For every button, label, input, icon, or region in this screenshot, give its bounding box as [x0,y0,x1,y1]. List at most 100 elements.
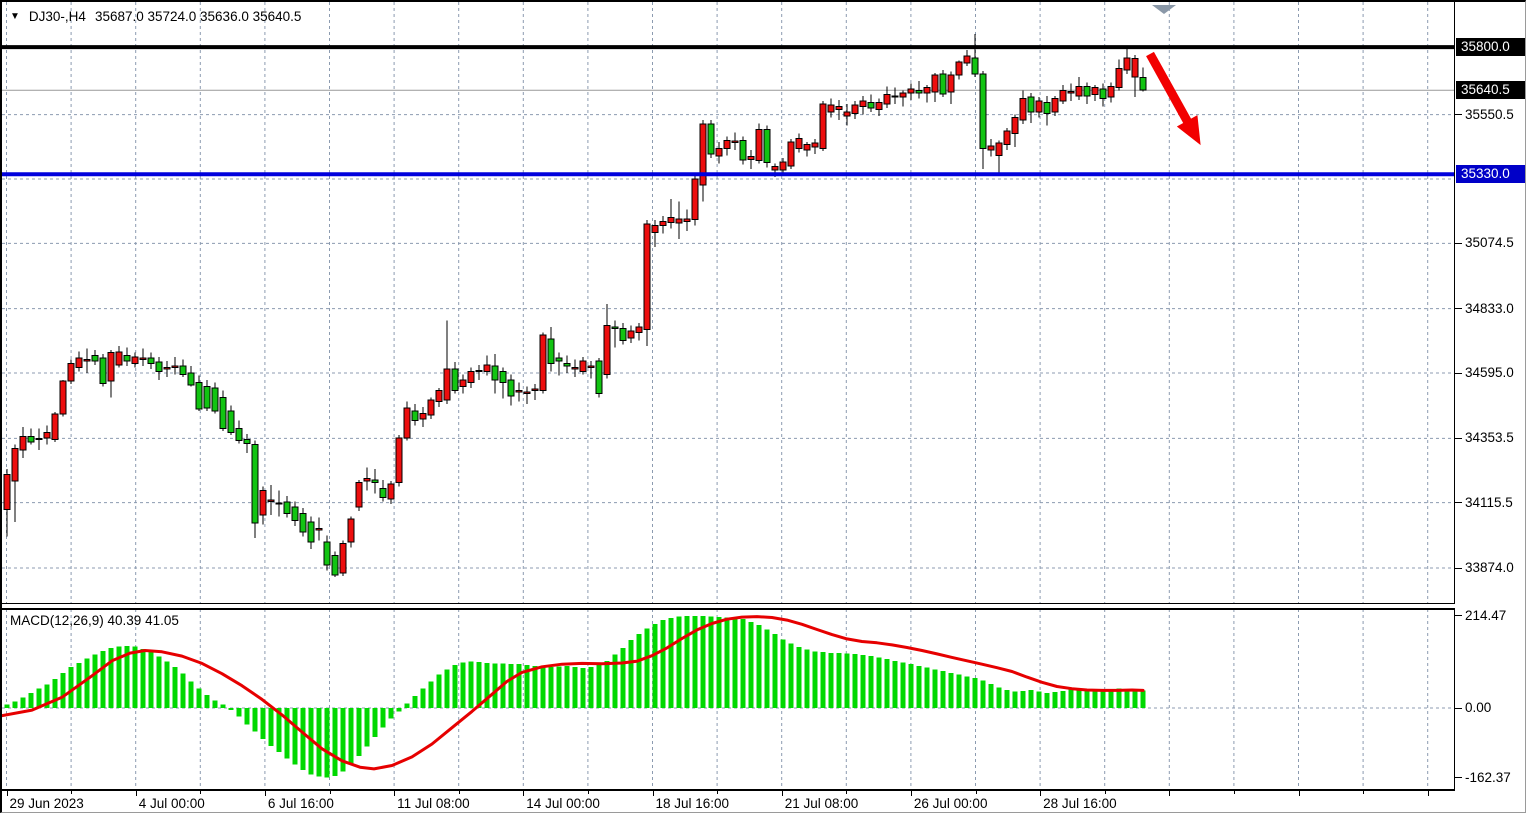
macd-bar [68,667,74,708]
macd-bar [212,700,218,708]
candle-body [267,499,275,502]
macd-bar [1076,688,1082,708]
price-tick-mark [1455,308,1462,310]
macd-bar [316,708,322,777]
macd-bar [812,651,818,708]
macd-bar [548,666,554,708]
candle-body [843,111,851,117]
candle-body [475,369,483,373]
macd-bar [636,634,642,708]
time-tick-mark [458,791,460,794]
candle-body [851,104,859,114]
macd-bar [556,666,562,708]
macd-bar [1108,689,1114,708]
macd-bar [748,622,754,708]
macd-bar [604,660,610,708]
macd-value-axis[interactable]: 214.47 0.00 -162.37 [1454,608,1525,791]
macd-bar [340,708,346,772]
candle-body [291,506,299,521]
candle-body [347,518,355,543]
candle-body [659,221,667,227]
price-tick-mark [1455,242,1462,244]
macd-bar [356,708,362,757]
macd-bar [1004,689,1010,708]
candle-body [227,410,235,434]
candle-body [683,218,691,223]
macd-bar [580,668,586,708]
macd-panel[interactable] [2,609,1454,789]
candle-body [307,521,315,543]
candle-body [667,216,675,223]
macd-bar [612,654,618,708]
sell-trend-arrow[interactable] [1146,51,1201,146]
macd-bar [492,663,498,708]
macd-bar [996,687,1002,708]
macd-bar [428,681,434,708]
main-chart-canvas[interactable] [2,2,1454,603]
time-tick-mark [1169,791,1171,796]
candle-body [691,178,699,221]
time-tick-label: 6 Jul 16:00 [267,796,334,811]
time-tick-mark [587,791,589,794]
candle-body [467,371,475,383]
candle-body [867,102,875,109]
macd-tick-mark [1455,777,1462,779]
panel-splitter[interactable] [2,603,1455,609]
macd-bar [1140,690,1146,708]
candle-body [235,427,243,442]
time-axis[interactable]: 29 Jun 2023 4 Jul 00:00 6 Jul 16:00 11 Jul … [2,791,1454,812]
time-tick-mark [1298,791,1300,796]
candle-body [531,388,539,392]
macd-bar [940,671,946,708]
macd-bar [172,667,178,708]
macd-bar [1092,690,1098,708]
candle-body [771,166,779,171]
macd-bar [1084,689,1090,708]
macd-bar [532,665,538,708]
macd-bar [700,616,706,708]
macd-canvas[interactable] [2,609,1454,789]
price-tick-mark [1455,372,1462,374]
chart-bottom-border [2,789,1455,791]
chart-shift-marker-icon[interactable] [1152,5,1176,14]
candle-body [811,142,819,148]
candle-body [1043,102,1051,114]
price-tick-label: 33874.0 [1465,560,1514,575]
price-axis[interactable]: 35550.5 35074.5 34833.0 34595.0 34353.5 34115… [1454,2,1525,604]
candle-body [1115,68,1123,89]
time-tick-label: 21 Jul 08:00 [784,796,859,811]
macd-histogram [4,615,1146,778]
macd-bar [1028,689,1034,708]
macd-bar [644,628,650,708]
macd-bar [284,708,290,759]
candle-body [747,156,755,160]
candle-body [1067,91,1075,94]
one-click-trading-toggle[interactable]: ▼ [10,10,20,22]
time-tick-mark [910,791,912,796]
macd-bar [876,657,882,708]
macd-bar [460,662,466,708]
candle-body [859,100,867,108]
macd-indicator-label: MACD(12,26,9) 40.39 41.05 [10,613,179,628]
candle-body [1003,130,1011,145]
time-tick-label: 28 Jul 16:00 [1043,796,1117,811]
candle-body [67,363,75,382]
candle-body [963,55,971,64]
macd-bar [100,650,106,708]
time-tick-mark [1040,791,1042,796]
candle-body [75,357,83,369]
price-tag: 35640.5 [1456,81,1525,100]
macd-bar [828,653,834,708]
main-chart-panel[interactable] [2,2,1454,603]
macd-bar [836,653,842,708]
macd-bar [732,617,738,708]
macd-bar [756,625,762,708]
price-tick-label: 35074.5 [1465,235,1514,251]
candle-body [443,368,451,401]
macd-bar [380,708,386,728]
macd-bar [1020,690,1026,708]
candle-body [891,95,899,98]
macd-bar [404,703,410,708]
macd-bar [1036,691,1042,708]
macd-bar [276,708,282,752]
